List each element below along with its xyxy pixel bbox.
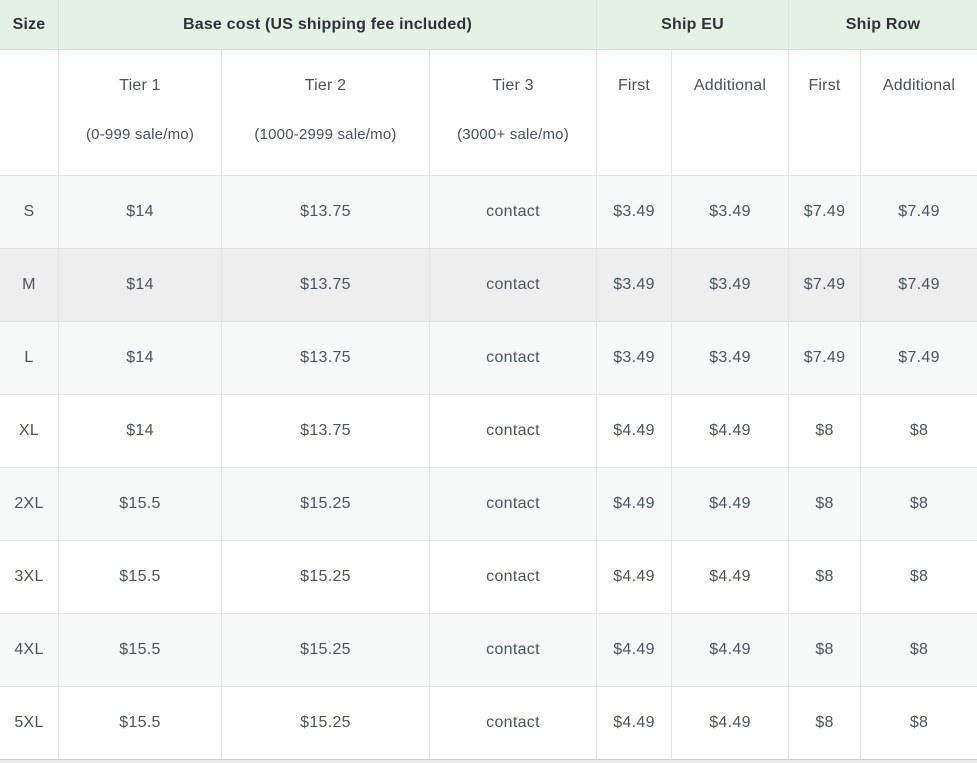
size-cell: 4XL [0,614,59,687]
price-cell: $13.75 [222,322,430,395]
subheader-eu-additional: Additional [672,50,790,176]
price-cell: $8 [861,687,977,760]
subheader-empty-cell [0,50,59,176]
price-cell: $8 [789,687,862,760]
price-cell: $15.25 [222,541,430,614]
price-cell: $14 [59,395,222,468]
price-cell: $14 [59,249,222,322]
price-cell: $8 [861,614,977,687]
price-cell: $7.49 [789,322,862,395]
price-cell: $15.5 [59,687,222,760]
size-cell: 5XL [0,687,59,760]
price-cell: contact [430,249,598,322]
price-cell: $15.25 [222,687,430,760]
table-row: 5XL $15.5 $15.25 contact $4.49 $4.49 $8 $8 [0,687,977,760]
price-cell: $7.49 [789,176,862,249]
price-cell: $15.5 [59,468,222,541]
table-header-row: Size Base cost (US shipping fee included… [0,0,977,50]
size-cell: S [0,176,59,249]
subheader-tier2: Tier 2 (1000-2999 sale/mo) [222,50,430,176]
price-cell: $7.49 [789,249,862,322]
price-cell: $8 [789,468,862,541]
price-cell: $15.25 [222,468,430,541]
size-cell: 2XL [0,468,59,541]
price-cell: $4.49 [672,614,790,687]
price-cell: $13.75 [222,249,430,322]
size-cell: L [0,322,59,395]
price-cell: $8 [861,468,977,541]
table-row: 4XL $15.5 $15.25 contact $4.49 $4.49 $8 $8 [0,614,977,687]
price-cell: $14 [59,176,222,249]
header-ship-row: Ship Row [789,0,977,50]
price-cell: $4.49 [597,687,673,760]
table-row: L $14 $13.75 contact $3.49 $3.49 $7.49 $7.49 [0,322,977,395]
tier2-range: (1000-2999 sale/mo) [254,126,397,143]
header-ship-eu: Ship EU [597,0,790,50]
table-row: S $14 $13.75 contact $3.49 $3.49 $7.49 $7.49 [0,176,977,249]
price-cell: contact [430,468,598,541]
subheader-eu-first: First [597,50,673,176]
price-cell: $4.49 [597,468,673,541]
price-cell: $3.49 [597,176,673,249]
subheader-row-additional: Additional [861,50,977,176]
price-cell: $3.49 [597,322,673,395]
price-cell: $3.49 [672,322,790,395]
table-row: XL $14 $13.75 contact $4.49 $4.49 $8 $8 [0,395,977,468]
price-cell: $4.49 [672,395,790,468]
header-size: Size [0,0,59,50]
tier1-title: Tier 1 [119,77,161,94]
price-cell: $15.5 [59,541,222,614]
price-cell: contact [430,322,598,395]
table-row: M $14 $13.75 contact $3.49 $3.49 $7.49 $7.49 [0,249,977,322]
price-cell: $14 [59,322,222,395]
tier1-range: (0-999 sale/mo) [85,126,195,143]
price-cell: $3.49 [672,176,790,249]
table-row: 2XL $15.5 $15.25 contact $4.49 $4.49 $8 $8 [0,468,977,541]
price-cell: contact [430,687,598,760]
price-cell: $7.49 [861,176,977,249]
tier3-title: Tier 3 [492,77,534,94]
price-cell: $13.75 [222,395,430,468]
price-cell: $4.49 [597,395,673,468]
size-cell: 3XL [0,541,59,614]
price-cell: $4.49 [597,541,673,614]
price-cell: contact [430,395,598,468]
price-cell: contact [430,614,598,687]
subheader-row-first: First [789,50,862,176]
header-base-cost: Base cost (US shipping fee included) [59,0,598,50]
price-cell: $4.49 [672,687,790,760]
size-cell: M [0,249,59,322]
price-cell: $15.25 [222,614,430,687]
price-cell: $7.49 [861,322,977,395]
price-cell: contact [430,541,598,614]
price-cell: $4.49 [597,614,673,687]
subheader-tier1: Tier 1 (0-999 sale/mo) [59,50,222,176]
price-cell: $8 [789,614,862,687]
price-cell: $3.49 [672,249,790,322]
price-cell: $8 [861,541,977,614]
tier2-title: Tier 2 [304,77,347,94]
price-cell: contact [430,176,598,249]
price-cell: $13.75 [222,176,430,249]
table-subheader-row: Tier 1 (0-999 sale/mo) Tier 2 (1000-2999… [0,50,977,176]
price-cell: $8 [861,395,977,468]
price-cell: $8 [789,541,862,614]
price-cell: $15.5 [59,614,222,687]
table-row: 3XL $15.5 $15.25 contact $4.49 $4.49 $8 $8 [0,541,977,614]
price-cell: $4.49 [672,541,790,614]
price-cell: $3.49 [597,249,673,322]
price-cell: $7.49 [861,249,977,322]
price-cell: $8 [789,395,862,468]
size-cell: XL [0,395,59,468]
subheader-tier3: Tier 3 (3000+ sale/mo) [430,50,598,176]
tier3-range: (3000+ sale/mo) [457,126,569,143]
price-cell: $4.49 [672,468,790,541]
